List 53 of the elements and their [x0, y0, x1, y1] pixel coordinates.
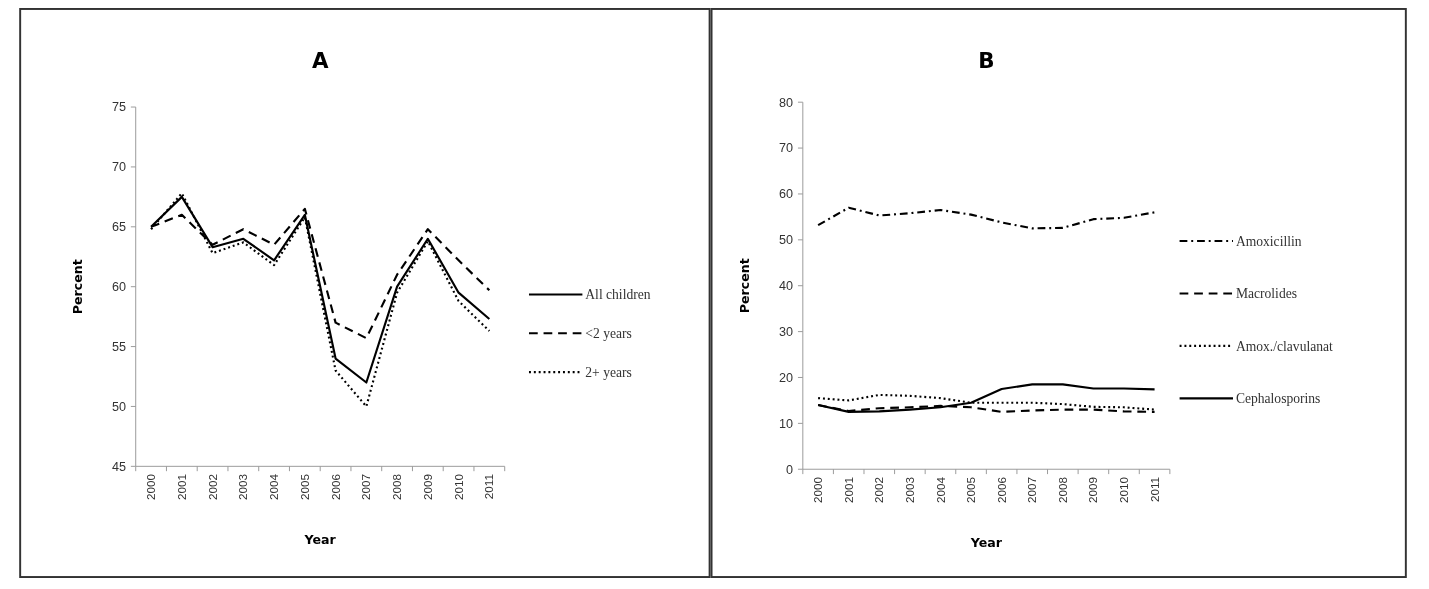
legend-label: <2 years — [585, 326, 632, 342]
x-tick-label: 2003 — [236, 474, 250, 501]
y-axis-title: Percent — [737, 258, 753, 314]
y-tick-label: 55 — [111, 339, 127, 354]
x-tick-label: 2008 — [1055, 477, 1069, 503]
y-tick-label: 80 — [779, 95, 794, 110]
y-tick-label: 70 — [111, 160, 127, 175]
x-axis-title: Year — [969, 534, 1003, 550]
y-tick-label: 45 — [111, 459, 127, 474]
y-tick-label: 40 — [779, 279, 794, 294]
x-tick-label: 2009 — [1086, 477, 1100, 503]
legend-label: Amox./clavulanat — [1235, 338, 1334, 354]
chart-title: A — [311, 48, 329, 74]
legend-label: All children — [585, 287, 651, 303]
x-tick-label: 2001 — [174, 474, 188, 501]
x-axis-title: Year — [303, 532, 337, 548]
legend-label: Macrolides — [1235, 286, 1297, 302]
x-tick-label: 2002 — [872, 477, 886, 503]
y-tick-label: 10 — [779, 416, 794, 431]
x-tick-label: 2010 — [1117, 476, 1131, 503]
y-tick-label: 70 — [779, 141, 794, 156]
legend-label: 2+ years — [585, 364, 632, 380]
x-tick-label: 2002 — [205, 474, 219, 501]
y-tick-label: 50 — [111, 399, 127, 414]
x-tick-label: 2007 — [1025, 477, 1039, 503]
x-tick-label: 2004 — [933, 476, 947, 503]
y-tick-label: 0 — [786, 462, 794, 477]
y-axis-title: Percent — [70, 259, 86, 315]
y-tick-label: 30 — [779, 325, 794, 340]
x-tick-label: 2009 — [420, 474, 434, 501]
legend-label: Cephalosporins — [1235, 391, 1321, 407]
x-tick-label: 2010 — [451, 473, 465, 501]
x-tick-label: 2005 — [964, 477, 978, 503]
x-tick-label: 2006 — [994, 477, 1008, 503]
x-tick-label: 2007 — [359, 474, 373, 501]
y-tick-label: 60 — [111, 280, 127, 295]
x-tick-label: 2001 — [841, 477, 855, 503]
y-tick-label: 50 — [779, 233, 794, 248]
y-tick-label: 20 — [779, 370, 794, 385]
x-tick-label: 2000 — [144, 473, 158, 501]
x-tick-label: 2011 — [1147, 477, 1161, 503]
y-tick-label: 60 — [779, 187, 794, 202]
legend-label: Amoxicillin — [1235, 233, 1302, 249]
chart-title: B — [978, 48, 995, 74]
x-tick-label: 2005 — [297, 474, 311, 501]
x-tick-label: 2011 — [482, 474, 496, 500]
x-tick-label: 2008 — [390, 474, 404, 501]
x-tick-label: 2004 — [267, 473, 281, 501]
y-tick-label: 75 — [111, 100, 127, 115]
x-tick-label: 2003 — [902, 477, 916, 503]
x-tick-label: 2006 — [328, 474, 342, 501]
y-tick-label: 65 — [111, 220, 127, 235]
x-tick-label: 2000 — [811, 476, 825, 503]
